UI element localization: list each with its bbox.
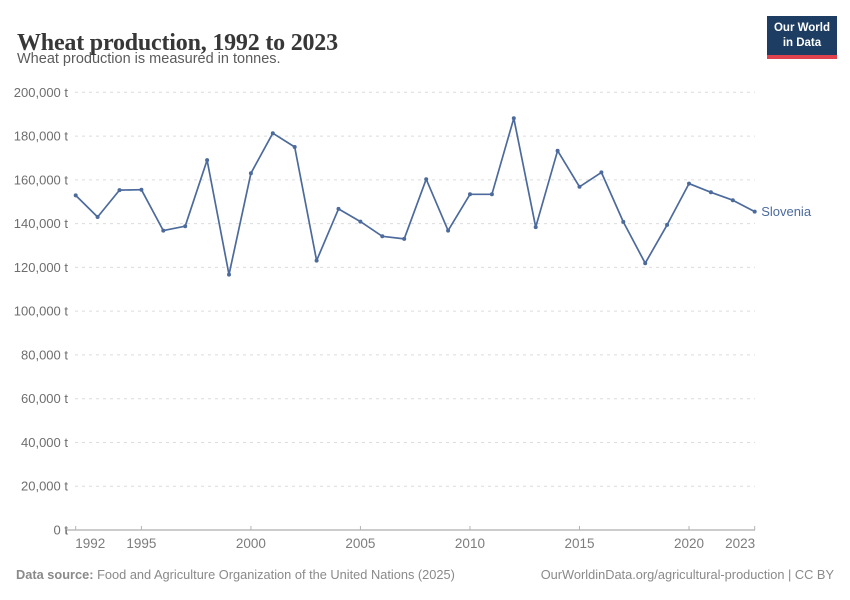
data-point-marker: [227, 272, 231, 277]
x-tick-label: 2020: [674, 536, 704, 551]
data-point-marker: [314, 258, 319, 263]
data-point-marker: [577, 184, 582, 189]
data-point-marker: [205, 158, 210, 163]
data-point-marker: [687, 181, 691, 186]
data-point-marker: [511, 116, 516, 121]
data-point-marker: [95, 215, 100, 219]
data-point-marker: [730, 198, 735, 203]
footer-link[interactable]: OurWorldinData.org/agricultural-producti…: [540, 567, 834, 582]
data-point-marker: [489, 192, 494, 197]
data-point-marker: [73, 193, 78, 198]
owid-logo-line1: Our World: [773, 22, 830, 34]
y-tick-label: 100,000 t: [14, 304, 69, 319]
y-tick-label: 0 t: [54, 523, 69, 538]
data-point-marker: [665, 222, 670, 227]
y-tick-label: 40,000 t: [21, 435, 68, 450]
data-point-marker: [402, 236, 407, 241]
owid-logo[interactable]: Our World in Data: [766, 16, 837, 59]
entity-label-slovenia: Slovenia: [761, 204, 812, 219]
data-point-marker: [292, 145, 297, 149]
x-tick-label: 2023: [725, 536, 755, 551]
y-tick-label: 180,000 t: [14, 129, 69, 144]
data-point-marker: [599, 170, 604, 175]
data-point-marker: [139, 187, 144, 192]
data-point-marker: [183, 224, 188, 229]
data-source-label: Data source:: [16, 567, 94, 582]
data-point-marker: [752, 209, 757, 214]
y-tick-label: 20,000 t: [21, 479, 68, 494]
data-point-marker: [424, 177, 429, 182]
data-source-text: Food and Agriculture Organization of the…: [97, 567, 455, 582]
data-point-marker: [380, 234, 385, 239]
data-source-note: Data source: Food and Agriculture Organi…: [16, 567, 455, 582]
x-tick-label: 2005: [345, 536, 375, 551]
data-point-marker: [446, 228, 451, 233]
y-tick-label: 160,000 t: [14, 172, 69, 187]
owid-logo-line2: in Data: [782, 36, 822, 49]
x-tick-label: 2010: [455, 536, 485, 551]
data-point-marker: [468, 192, 472, 197]
data-point-marker: [533, 225, 538, 230]
data-point-marker: [708, 190, 713, 195]
data-point-marker: [117, 188, 122, 193]
page-title: Wheat production, 1992 to 2023: [17, 30, 338, 57]
data-point-marker: [358, 219, 363, 224]
data-point-marker: [643, 261, 648, 266]
y-tick-label: 80,000 t: [21, 347, 68, 362]
y-tick-label: 120,000 t: [14, 260, 69, 275]
chart-footer: Data source: Food and Agriculture Organi…: [0, 567, 850, 582]
data-point-marker: [621, 219, 626, 224]
y-tick-label: 200,000 t: [14, 85, 69, 100]
data-point-marker: [248, 171, 253, 176]
chart-subtitle: Wheat production is measured in tonnes.: [17, 51, 281, 67]
slovenia-line: [74, 117, 756, 276]
x-tick-label: 1992: [75, 536, 105, 551]
data-point-marker: [336, 206, 341, 211]
x-tick-label: 1995: [126, 536, 156, 551]
x-tick-label: 2000: [236, 536, 266, 551]
x-tick-label: 2015: [564, 536, 594, 551]
data-point-marker: [555, 148, 560, 153]
data-point-marker: [161, 228, 166, 233]
y-tick-label: 60,000 t: [21, 391, 68, 406]
data-point-marker: [270, 131, 275, 136]
y-tick-label: 140,000 t: [14, 216, 69, 231]
